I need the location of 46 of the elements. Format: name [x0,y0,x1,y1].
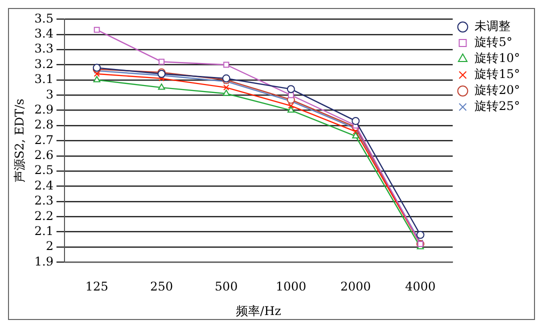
point [158,58,165,65]
legend-label: 旋转5° [474,35,512,50]
y-tick-label: 2.8 [34,118,54,132]
legend-label: 旋转10° [474,51,520,66]
x-tick-label: 4000 [405,280,436,294]
point [223,84,230,91]
legend-label: 旋转20° [474,83,520,98]
point [352,116,360,125]
x-tick-label: 1000 [276,280,306,294]
x-tick-label: 250 [150,280,173,294]
point [352,128,359,135]
y-tick-label: 2.7 [34,132,54,147]
x-tick-label: 125 [85,280,108,294]
point [352,132,360,138]
legend-label: 旋转15° [474,67,520,82]
y-tick-label: 3.2 [34,56,54,71]
y-tick-label: 3.1 [34,72,54,86]
point [288,102,294,109]
point [94,26,100,33]
y-tick-label: 2.4 [34,178,54,192]
x-tick-label: 2000 [340,280,371,294]
y-tick-label: 3.4 [34,26,54,41]
point [416,230,424,239]
point [94,70,100,77]
legend-label: 未调整 [474,19,511,34]
point [222,90,230,96]
y-tick-label: 3.3 [34,42,54,56]
y-tick-label: 2.2 [34,208,54,223]
y-axis-title: 声源S2, EDT/s [12,98,26,183]
x-tick-label: 500 [214,280,238,294]
y-tick-label: 2.9 [34,102,54,116]
y-tick-label: 2 [46,239,54,254]
y-tick-label: 2.3 [34,194,54,208]
point [287,106,294,113]
y-tick-label: 3 [46,87,54,102]
y-tick-label: 1.9 [34,254,54,268]
point [288,92,294,98]
point [93,76,100,82]
y-tick-label: 2.1 [34,224,54,238]
y-tick-label: 2.5 [34,163,54,178]
y-tick-label: 3.5 [34,11,54,26]
point [158,84,166,90]
x-axis-title: 频率/Hz [236,304,282,318]
legend-label: 旋转25° [474,99,520,114]
point [286,85,295,94]
y-tick-label: 2.6 [34,148,54,162]
